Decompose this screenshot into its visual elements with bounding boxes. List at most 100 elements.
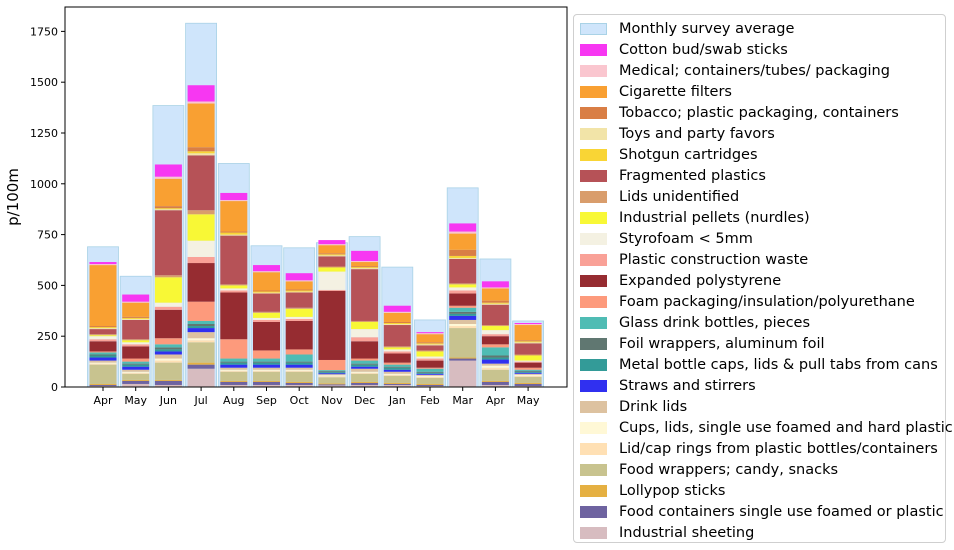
legend-label: Styrofoam < 5mm [619, 230, 753, 247]
stack-segment [351, 321, 379, 330]
stack-segment [122, 366, 150, 370]
stack-segment [318, 255, 346, 257]
stack-segment [416, 373, 444, 375]
legend-item: Metal bottle caps, lids & pull tabs from… [580, 354, 945, 375]
legend-label: Foil wrappers, aluminum foil [619, 335, 825, 352]
stack-segment [416, 342, 444, 344]
stack-segment [481, 357, 509, 360]
stack-segment [514, 383, 542, 386]
stack-segment [89, 357, 117, 361]
stack-segment [220, 381, 248, 385]
stack-segment [187, 103, 215, 148]
stack-segment [416, 377, 444, 384]
stack-segment [187, 256, 215, 264]
x-tick-label: Apr [486, 394, 506, 407]
legend-swatch [580, 526, 607, 539]
stack-segment [318, 266, 346, 268]
legend-item: Medical; containers/tubes/ packaging [580, 60, 945, 81]
stack-segment [449, 258, 477, 284]
legend-label: Cotton bud/swab sticks [619, 41, 788, 58]
stack-segment [416, 372, 444, 374]
stack-segment [187, 153, 215, 156]
stack-segment [351, 368, 379, 372]
stack-segment [449, 328, 477, 358]
stack-segment [285, 320, 313, 350]
legend-item: Lids unidentified [580, 186, 945, 207]
stack-segment [122, 318, 150, 320]
legend-swatch [580, 253, 607, 266]
stack-segment [220, 292, 248, 340]
stack-segment [351, 382, 379, 385]
stack-segment [154, 360, 182, 363]
stack-segment [122, 316, 150, 318]
stack-segment [253, 381, 280, 385]
stack-segment [318, 240, 346, 245]
stack-segment [253, 291, 280, 293]
stack-segment [285, 318, 313, 321]
stack-segment [285, 308, 313, 317]
stack-segment [220, 201, 248, 232]
stack-segment [449, 358, 477, 361]
stack-segment [187, 326, 215, 329]
stack-segment [449, 315, 477, 320]
x-tick-label: Nov [321, 394, 343, 407]
legend-item: Lollypop sticks [580, 480, 945, 501]
stack-segment [383, 349, 411, 352]
stack-segment [351, 337, 379, 342]
stack-segment [285, 273, 313, 281]
stack-segment [383, 371, 411, 374]
stack-segment [187, 151, 215, 154]
stack-segment [187, 364, 215, 369]
stack-segment [253, 272, 280, 291]
stack-segment [187, 85, 215, 102]
stack-segment [383, 373, 411, 375]
stack-segment [253, 369, 280, 371]
stack-segment [154, 344, 182, 348]
stack-segment [481, 325, 509, 327]
stack-segment [383, 325, 411, 347]
stack-segment [253, 364, 280, 368]
stack-segment [449, 293, 477, 306]
stack-segment [220, 232, 248, 235]
stack-segment [318, 374, 346, 376]
stack-segment [449, 231, 477, 234]
stack-segment [154, 176, 182, 179]
stack-segment [449, 290, 477, 294]
stack-segment [383, 375, 411, 383]
x-tick-label: May [124, 394, 147, 407]
stack-segment [514, 361, 542, 363]
stack-segment [449, 233, 477, 250]
legend-swatch [580, 484, 607, 497]
stack-segment [89, 264, 117, 266]
legend-swatch [580, 190, 607, 203]
stack-segment [89, 326, 117, 328]
stack-segment [154, 306, 182, 310]
stack-segment [89, 360, 117, 363]
stack-segment [514, 367, 542, 370]
stack-segment [383, 367, 411, 370]
stack-segment [416, 344, 444, 346]
legend-label: Food containers single use foamed or pla… [619, 503, 944, 520]
stack-segment [416, 356, 444, 359]
stack-segment [285, 307, 313, 309]
stack-segment [514, 322, 542, 325]
legend-item: Expanded polystyrene [580, 270, 945, 291]
stack-segment [122, 294, 150, 302]
legend-label: Foam packaging/insulation/polyurethane [619, 293, 915, 310]
stack-segment [416, 333, 444, 335]
legend-item: Monthly survey average [580, 18, 945, 39]
stack-segment [89, 329, 117, 335]
stack-segment [187, 340, 215, 343]
stack-segment [253, 317, 280, 320]
stack-segment [187, 320, 215, 325]
stack-segment [449, 255, 477, 258]
legend-label: Lids unidentified [619, 188, 740, 205]
stack-segment [318, 385, 346, 387]
legend-swatch [580, 64, 607, 77]
stack-segment [154, 358, 182, 361]
stack-segment [383, 311, 411, 313]
stack-segment [154, 347, 182, 350]
stack-segment [514, 376, 542, 383]
stack-segment [351, 381, 379, 383]
stack-segment [285, 364, 313, 368]
